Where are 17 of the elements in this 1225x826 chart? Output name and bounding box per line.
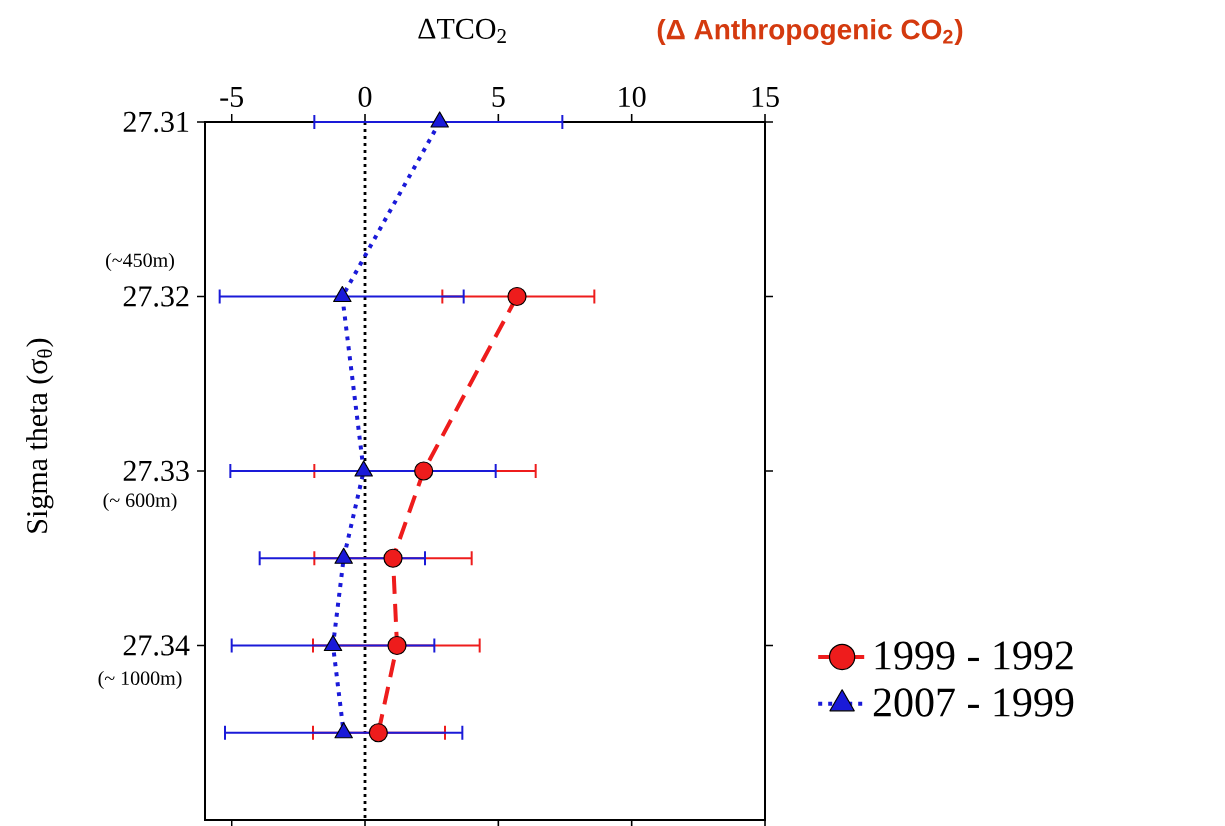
x-axis-title: ΔTCO$_{2}$ [418, 18, 506, 43]
x-tick-label: 15 [752, 86, 779, 107]
x-tick-label: 10 [619, 86, 646, 107]
y-tick-label: 27.34 [123, 635, 190, 656]
x-tick-label: -5 [220, 87, 243, 107]
text: (~ 600m) [103, 492, 177, 512]
y-axis-title: Sigma theta (σ$_{θ}$) [26, 338, 54, 533]
text: (~450m) [106, 252, 174, 272]
legend-label: 2007 - 1999 [873, 688, 1074, 717]
x-tick-label: 5 [492, 87, 505, 107]
y-tick-label: 27.32 [123, 286, 189, 307]
text: (~ 1000m) [98, 670, 182, 690]
legend-label: 1999 - 1992 [875, 641, 1073, 670]
x-tick-label: 0 [358, 86, 372, 107]
text: (Δ Anthropogenic CO$_{2}$) [657, 18, 963, 46]
y-tick-label: 27.31 [123, 111, 189, 133]
y-tick-label: 27.33 [123, 460, 189, 482]
